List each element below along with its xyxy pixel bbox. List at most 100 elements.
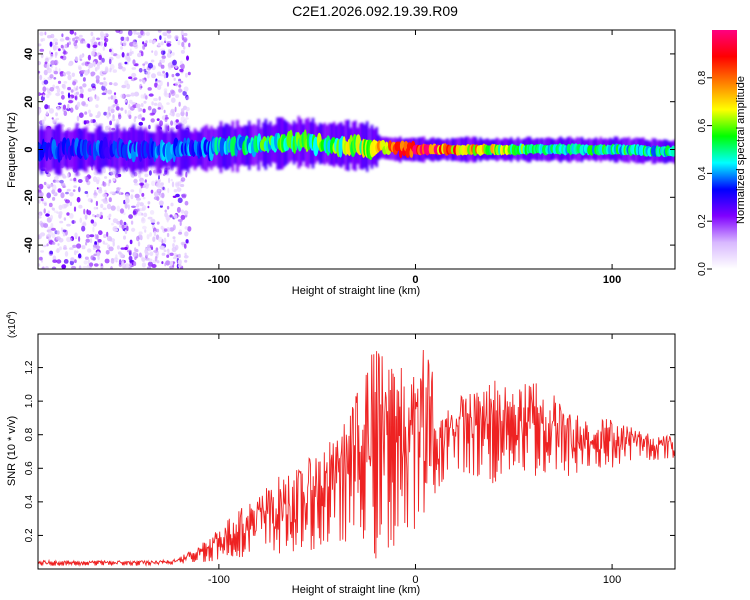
spectrogram-noise-speck [172, 243, 175, 247]
spectrogram-noise-speck [146, 71, 151, 75]
spectrogram-noise-speck [50, 54, 53, 58]
spectrogram-noise-speck [133, 252, 137, 257]
spectrogram-noise-speck [93, 123, 95, 127]
spectrogram-noise-speck [158, 237, 162, 242]
spectrogram-noise-speck [64, 111, 68, 116]
spectrogram-noise-speck [61, 95, 65, 100]
spectrogram-noise-speck [175, 82, 178, 87]
spectrogram-noise-speck [111, 109, 115, 114]
spectrogram-noise-speck [54, 71, 58, 75]
spectrogram-noise-speck [55, 180, 60, 183]
spectrogram-noise-speck [81, 63, 85, 66]
spectrogram-noise-speck [171, 179, 173, 182]
spectrogram-noise-speck [153, 250, 158, 253]
spectrogram-noise-speck [148, 63, 153, 69]
spectrogram-noise-speck [124, 222, 127, 225]
spectrogram-noise-speck [142, 217, 145, 222]
spectrogram-noise-speck [81, 226, 85, 232]
spectrogram-y-tick-label: 0 [23, 146, 35, 152]
spectrogram-noise-speck [178, 232, 182, 235]
spectrogram-noise-speck [134, 77, 138, 80]
spectrogram-noise-speck [170, 120, 173, 125]
spectrogram-noise-speck [180, 61, 183, 65]
spectrogram-noise-speck [52, 197, 55, 201]
spectrogram-noise-speck [123, 212, 125, 215]
spectrogram-noise-speck [167, 43, 172, 47]
spectrogram-noise-speck [173, 196, 177, 198]
spectrogram-noise-speck [94, 263, 99, 266]
spectrogram-noise-speck [128, 204, 130, 210]
spectrogram-noise-speck [109, 167, 111, 171]
spectrogram-noise-speck [102, 93, 107, 96]
spectrogram-noise-speck [110, 64, 115, 70]
spectrogram-noise-speck [143, 80, 146, 84]
spectrogram-noise-speck [177, 40, 180, 45]
spectrogram-noise-speck [49, 184, 54, 187]
spectrogram-noise-speck [88, 110, 91, 114]
spectrogram-noise-speck [118, 114, 121, 119]
spectrogram-noise-speck [96, 251, 100, 256]
spectrogram-noise-speck [166, 255, 169, 258]
spectrogram-noise-speck [157, 260, 160, 263]
spectrogram-noise-speck [157, 85, 161, 90]
spectrogram-noise-speck [150, 245, 153, 249]
spectrogram-noise-speck [47, 210, 50, 213]
spectrogram-noise-speck [109, 70, 111, 73]
spectrogram-noise-speck [55, 112, 58, 116]
spectrogram-noise-speck [93, 244, 97, 247]
spectrogram-y-tick-label: -20 [23, 189, 35, 205]
spectrogram-noise-speck [175, 73, 180, 77]
spectrogram-y-tick-label: -40 [23, 237, 35, 253]
spectrogram-noise-speck [42, 120, 45, 125]
spectrogram-noise-speck [177, 187, 182, 192]
spectrogram-noise-speck [178, 254, 181, 258]
spectrogram-noise-speck [50, 60, 55, 65]
spectrogram-noise-speck [63, 81, 67, 84]
spectrogram-noise-speck [38, 200, 40, 204]
spectrogram-noise-speck [146, 252, 150, 255]
spectrogram-noise-speck [99, 187, 102, 191]
spectrogram-noise-speck [61, 33, 63, 37]
spectrogram-noise-speck [44, 80, 49, 85]
spectrogram-noise-speck [139, 188, 142, 194]
spectrogram-noise-speck [99, 123, 104, 126]
spectrogram-noise-speck [46, 192, 51, 198]
spectrogram-noise-speck [39, 213, 41, 216]
spectrogram-noise-speck [113, 69, 117, 73]
snr-y-tick-label: 1.0 [24, 394, 35, 408]
spectrogram-noise-speck [131, 206, 136, 208]
spectrogram-noise-speck [83, 209, 85, 215]
spectrogram-noise-speck [147, 206, 149, 209]
spectrogram-noise-speck [172, 60, 177, 66]
spectrogram-noise-speck [165, 210, 167, 213]
spectrogram-noise-speck [153, 98, 158, 101]
colorbar-tick-label: 0.0 [697, 262, 708, 276]
spectrogram-noise-speck [46, 111, 48, 115]
spectrogram-noise-speck [145, 95, 148, 99]
spectrogram-noise-speck [127, 53, 130, 56]
spectrogram-noise-speck [145, 179, 147, 183]
spectrogram-noise-speck [173, 239, 175, 242]
spectrogram-noise-speck [167, 82, 169, 87]
spectrogram-noise-speck [81, 101, 86, 106]
spectrogram-noise-speck [87, 210, 91, 215]
spectrogram-noise-speck [117, 206, 120, 212]
spectrogram-noise-speck [84, 70, 89, 76]
spectrogram-noise-speck [39, 75, 42, 81]
spectrogram-noise-speck [181, 215, 186, 220]
spectrogram-noise-speck [49, 203, 53, 207]
spectrogram-noise-speck [39, 257, 43, 261]
figure: C2E1.2026.092.19.39.R09 -100 0 100 -40-200… [0, 0, 750, 600]
snr-x-tick-label: -100 [208, 574, 230, 586]
spectrogram-noise-speck [144, 174, 148, 178]
spectrogram-noise-speck [170, 214, 173, 217]
spectrogram-noise-speck [41, 198, 44, 201]
spectrogram-noise-speck [161, 246, 165, 250]
spectrogram-noise-speck [91, 88, 95, 91]
spectrogram-noise-speck [142, 262, 146, 267]
spectrogram-noise-speck [133, 210, 137, 215]
colorbar-tick-label: 0.4 [697, 166, 708, 180]
spectrogram-noise-speck [153, 170, 156, 173]
spectrogram-noise-speck [93, 61, 95, 67]
spectrogram-noise-speck [104, 42, 107, 47]
